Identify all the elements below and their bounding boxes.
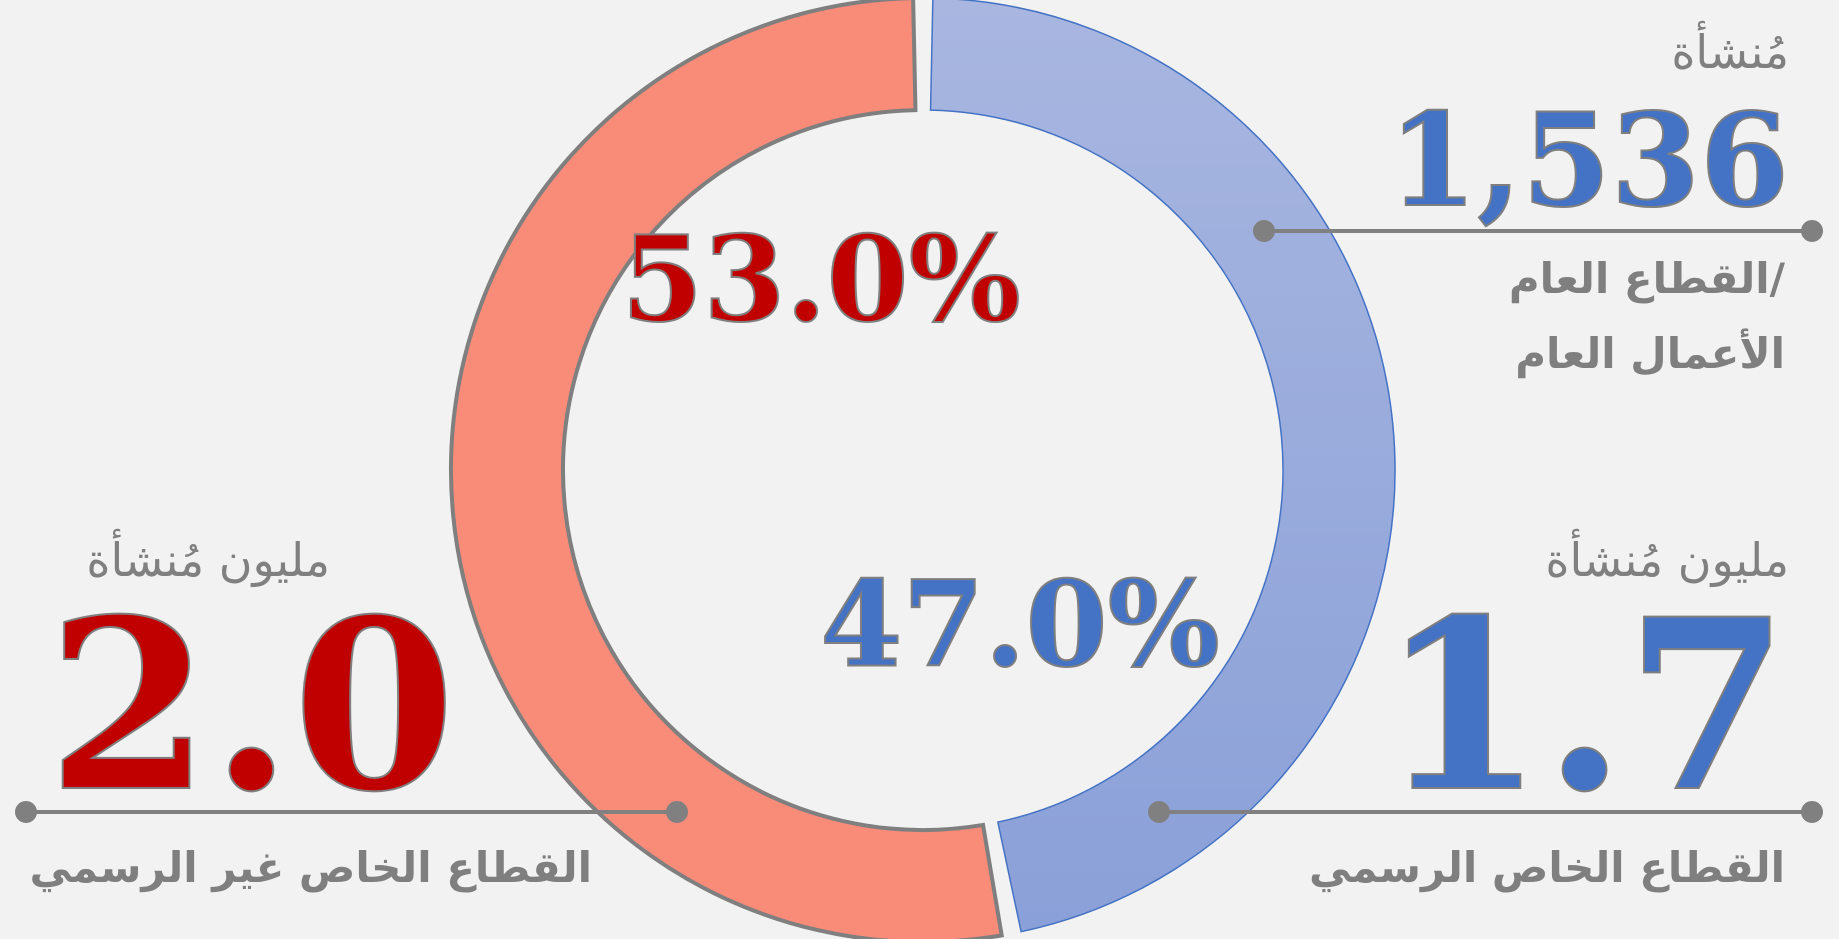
donut-segment <box>449 0 1005 939</box>
label: القطاع الخاص غير الرسمي <box>29 843 592 893</box>
donut-segment <box>929 0 1396 933</box>
connector-lines <box>15 220 1823 823</box>
label: القطاع العام/ <box>1509 254 1786 304</box>
percent-label: 47.0% <box>820 555 1220 694</box>
dot <box>1801 801 1823 823</box>
dot <box>666 801 688 823</box>
dot <box>1801 220 1823 242</box>
dot <box>1253 220 1275 242</box>
donut <box>449 0 1396 939</box>
dot <box>1148 801 1170 823</box>
figure: 1.7 <box>1380 568 1789 844</box>
figure: 1,536 <box>1388 86 1789 236</box>
label: القطاع الخاص الرسمي <box>1309 843 1785 893</box>
unit: مليون مُنشأة <box>86 528 330 588</box>
label: الأعمال العام <box>1515 328 1785 379</box>
unit: مليون مُنشأة <box>1545 528 1789 588</box>
unit: مُنشأة <box>1671 20 1789 79</box>
dot <box>15 801 37 823</box>
figure: 2.0 <box>47 568 456 844</box>
percent-label: 53.0% <box>621 210 1021 349</box>
